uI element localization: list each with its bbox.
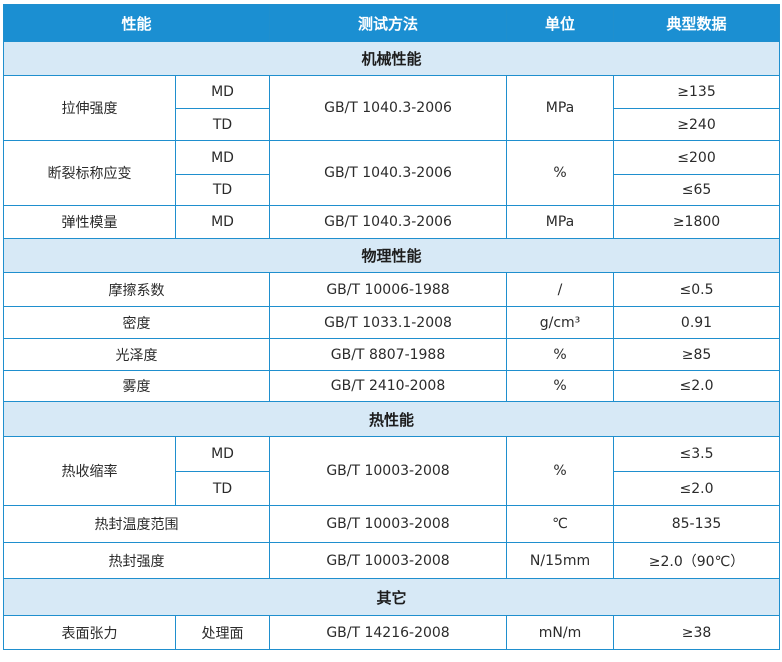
property-cell: 断裂标称应变 xyxy=(3,140,176,206)
property-cell: 热封强度 xyxy=(2,542,271,579)
method-cell: GB/T 14216-2008 xyxy=(269,615,508,650)
unit-cell: mN/m xyxy=(506,615,615,650)
property-cell: 热收缩率 xyxy=(3,436,176,506)
table-row: 拉伸强度 MD GB/T 1040.3-2006 MPa ≥135 xyxy=(3,75,781,141)
section-other: 其它 xyxy=(2,578,781,616)
method-cell: GB/T 10003-2008 xyxy=(269,436,508,506)
header-unit: 单位 xyxy=(506,4,615,42)
spec-table: 性能 测试方法 单位 典型数据 机械性能 拉伸强度 MD GB/T 1040.3… xyxy=(2,4,781,650)
method-cell: GB/T 8807-1988 xyxy=(269,338,508,371)
property-cell: 摩擦系数 xyxy=(2,272,271,307)
direction-cell: TD xyxy=(174,174,271,206)
unit-cell: MPa xyxy=(506,75,615,141)
table-row: 弹性模量 MD GB/T 1040.3-2006 MPa ≥1800 xyxy=(3,205,781,239)
value-cell: ≤0.5 xyxy=(613,272,781,307)
table-row: 雾度 GB/T 2410-2008 % ≤2.0 xyxy=(2,370,781,402)
method-cell: GB/T 1040.3-2006 xyxy=(269,205,508,239)
value-cell: ≥240 xyxy=(613,108,781,141)
unit-cell: % xyxy=(506,338,615,371)
direction-cell: TD xyxy=(174,108,271,141)
method-cell: GB/T 10003-2008 xyxy=(269,542,508,579)
value-cell: ≥85 xyxy=(613,338,781,371)
unit-cell: / xyxy=(506,272,615,307)
unit-cell: % xyxy=(506,370,615,402)
section-thermal: 热性能 xyxy=(2,401,781,437)
direction-cell: MD xyxy=(174,75,271,109)
direction-cell: 处理面 xyxy=(174,615,271,650)
value-cell: ≥135 xyxy=(613,75,781,109)
value-cell: ≥38 xyxy=(613,615,781,650)
method-cell: GB/T 2410-2008 xyxy=(269,370,508,402)
table-row: 密度 GB/T 1033.1-2008 g/cm³ 0.91 xyxy=(2,306,781,339)
property-cell: 密度 xyxy=(2,306,271,339)
property-cell: 光泽度 xyxy=(2,338,271,371)
value-cell: 0.91 xyxy=(613,306,781,339)
method-cell: GB/T 10003-2008 xyxy=(269,505,508,543)
property-cell: 拉伸强度 xyxy=(3,75,176,141)
table-row: 热收缩率 MD GB/T 10003-2008 % ≤3.5 xyxy=(3,436,781,506)
value-cell: ≥2.0（90℃） xyxy=(613,542,781,579)
section-mechanical: 机械性能 xyxy=(2,41,781,76)
value-cell: ≤65 xyxy=(613,174,781,206)
direction-cell: TD xyxy=(174,471,271,506)
table-row: 断裂标称应变 MD GB/T 1040.3-2006 % ≤200 xyxy=(3,140,781,206)
method-cell: GB/T 1040.3-2006 xyxy=(269,75,508,141)
unit-cell: ℃ xyxy=(506,505,615,543)
unit-cell: % xyxy=(506,140,615,206)
table-row: 热封强度 GB/T 10003-2008 N/15mm ≥2.0（90℃） xyxy=(2,542,781,579)
direction-cell: MD xyxy=(174,436,271,472)
method-cell: GB/T 1033.1-2008 xyxy=(269,306,508,339)
value-cell: ≤200 xyxy=(613,140,781,175)
direction-cell: MD xyxy=(174,205,271,239)
method-cell: GB/T 1040.3-2006 xyxy=(269,140,508,206)
property-cell: 弹性模量 xyxy=(3,205,176,239)
value-cell: 85-135 xyxy=(613,505,781,543)
value-cell: ≤2.0 xyxy=(613,370,781,402)
header-row: 性能 测试方法 单位 典型数据 xyxy=(2,4,781,42)
value-cell: ≤3.5 xyxy=(613,436,781,472)
value-cell: ≤2.0 xyxy=(613,471,781,506)
section-title: 机械性能 xyxy=(2,41,781,76)
header-method: 测试方法 xyxy=(269,4,508,42)
table-row: TD ≤2.0 xyxy=(4,471,781,506)
header-property: 性能 xyxy=(2,4,271,42)
table-row: 光泽度 GB/T 8807-1988 % ≥85 xyxy=(2,338,781,371)
property-cell: 表面张力 xyxy=(3,615,176,650)
table-row: TD ≤65 xyxy=(4,174,781,206)
section-physical: 物理性能 xyxy=(2,238,781,273)
section-title: 热性能 xyxy=(2,401,781,437)
unit-cell: N/15mm xyxy=(506,542,615,579)
value-cell: ≥1800 xyxy=(613,205,781,239)
header-typical: 典型数据 xyxy=(613,4,781,42)
unit-cell: g/cm³ xyxy=(506,306,615,339)
table-row: 热封温度范围 GB/T 10003-2008 ℃ 85-135 xyxy=(2,505,781,543)
table-row: TD ≥240 xyxy=(4,108,781,141)
direction-cell: MD xyxy=(174,140,271,175)
section-title: 其它 xyxy=(2,578,781,616)
property-cell: 雾度 xyxy=(2,370,271,402)
table-row: 摩擦系数 GB/T 10006-1988 / ≤0.5 xyxy=(2,272,781,307)
section-title: 物理性能 xyxy=(2,238,781,273)
unit-cell: MPa xyxy=(506,205,615,239)
method-cell: GB/T 10006-1988 xyxy=(269,272,508,307)
table-row: 表面张力 处理面 GB/T 14216-2008 mN/m ≥38 xyxy=(3,615,781,650)
property-cell: 热封温度范围 xyxy=(2,505,271,543)
unit-cell: % xyxy=(506,436,615,506)
